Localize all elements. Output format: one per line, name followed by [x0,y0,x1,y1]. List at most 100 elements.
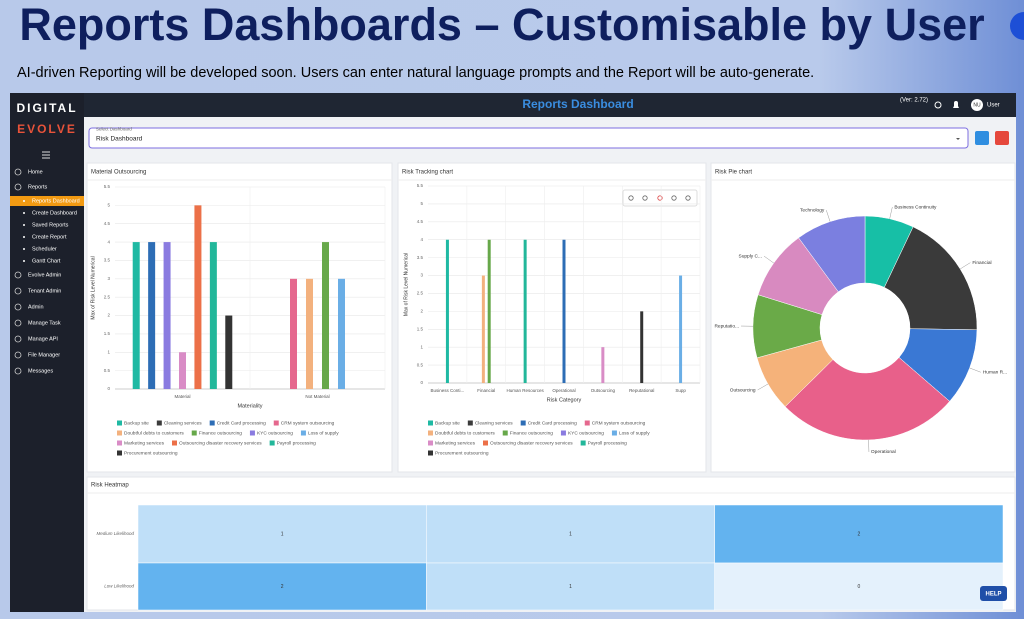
legend-swatch [273,420,279,426]
legend-label[interactable]: Doubtful debts to customers [124,430,184,436]
theme-icon[interactable] [934,101,942,109]
x-tick-label: Supp [675,388,686,393]
heatmap-cell-value: 1 [569,531,572,537]
legend-label[interactable]: Finance outsourcing [199,430,243,436]
menu-bullet [23,224,25,226]
legend-label[interactable]: KYC outsourcing [568,430,604,436]
version: (Ver: 2.72) [900,98,928,104]
pie-label: Operational [871,449,896,455]
y-tick-label: 2 [107,313,110,318]
bar [487,239,491,383]
y-tick-label: 5.5 [417,183,424,188]
bar [132,242,140,389]
legend-label[interactable]: Procurement outsourcing [435,450,489,456]
legend-swatch [483,440,488,446]
toolbar-icon[interactable] [628,195,634,201]
chart-toolbar[interactable] [622,189,698,207]
toolbar-icon[interactable] [642,195,648,201]
x-tick-label: Not Material [305,394,329,399]
bar [601,347,605,383]
edit-button[interactable] [975,131,989,145]
legend-label[interactable]: Outsourcing disaster recovery services [490,440,573,446]
menu-item[interactable]: Home [28,169,43,175]
legend-swatch [467,420,473,426]
legend-swatch [117,420,122,426]
legend-label[interactable]: Payroll processing [588,440,628,446]
menu-item[interactable]: Reports [28,184,48,190]
legend-swatch [428,430,433,436]
legend-label[interactable]: Loss of supply [619,430,650,436]
delete-button[interactable] [995,131,1009,145]
toolbar-icon[interactable] [657,195,663,201]
legend-label[interactable]: Procurement outsourcing [124,450,178,456]
submenu-item[interactable]: Gantt Chart [32,258,61,264]
y-tick-label: 5.5 [104,184,111,189]
bell-icon[interactable] [953,101,959,108]
legend-swatch [191,430,197,436]
pie-label: Outsourcing [730,387,756,393]
heatmap-row-label: Low Likelihood [104,584,134,589]
legend-label[interactable]: KYC outsourcing [257,430,293,436]
legend-swatch [172,440,177,446]
legend-label[interactable]: Loss of supply [308,430,339,436]
y-tick-label: 3.5 [104,258,111,263]
legend-swatch [611,430,617,436]
heatmap-cell [137,504,427,564]
x-tick-label: Material [174,394,190,399]
select-value: Risk Dashboard [96,136,143,143]
menu-item[interactable]: Manage Task [28,320,61,326]
bar [194,205,202,389]
legend-label[interactable]: Marketing services [124,440,165,446]
legend-label[interactable]: Marketing services [435,440,476,446]
legend-label[interactable]: Doubtful debts to customers [435,430,495,436]
pie-label: Human R... [983,370,1007,376]
legend-label[interactable]: Payroll processing [277,440,317,446]
legend-label[interactable]: Credit Card processing [528,420,577,426]
legend-label[interactable]: Credit Card processing [217,420,266,426]
submenu-item[interactable]: Saved Reports [32,222,69,228]
toolbar-icon[interactable] [685,195,691,201]
menu-bullet [23,248,25,250]
bar [225,315,233,389]
submenu-item[interactable]: Reports Dashboard [32,198,80,204]
header [84,93,1016,117]
toolbar-icon[interactable] [671,195,677,201]
legend-swatch [584,420,590,426]
bar [338,278,345,389]
sidebar [10,93,84,612]
y-tick-label: 0.5 [104,368,111,373]
menu-item[interactable]: Tenant Admin [28,288,61,294]
submenu-item[interactable]: Scheduler [32,246,57,252]
legend-label[interactable]: Outsourcing disaster recovery services [179,440,262,446]
y-tick-label: 1.5 [417,326,424,331]
help-button[interactable] [980,586,1007,601]
avatar[interactable] [971,99,983,111]
legend-label[interactable]: Cleaning services [164,420,202,426]
submenu-item[interactable]: Create Report [32,234,67,240]
menu-item[interactable]: Messages [28,368,53,374]
legend-swatch [117,450,122,456]
heatmap-cell-value: 1 [281,531,284,537]
bar [148,242,156,389]
submenu-item[interactable]: Create Dashboard [32,210,77,216]
bar [163,242,171,389]
menu-bullet [23,236,25,238]
menu-item[interactable]: File Manager [28,352,60,358]
legend-label[interactable]: Backup site [435,420,460,426]
legend-label[interactable]: CRM system outsourcing [281,420,335,426]
menu-item[interactable]: Manage API [28,336,58,342]
legend-label[interactable]: CRM system outsourcing [592,420,646,426]
hamburger[interactable] [42,151,50,159]
legend-swatch [428,450,433,456]
legend-label[interactable]: Cleaning services [475,420,513,426]
pie-label: Supply C... [739,253,762,259]
y-tick-label: 4 [107,239,110,244]
legend-label[interactable]: Finance outsourcing [510,430,554,436]
select-dashboard[interactable] [88,127,969,149]
menu-item[interactable]: Evolve Admin [28,272,61,278]
y-tick-label: 3.5 [417,255,424,260]
legend-swatch [300,430,306,436]
legend-label[interactable]: Backup site [124,420,149,426]
menu-item[interactable]: Admin [28,304,44,310]
